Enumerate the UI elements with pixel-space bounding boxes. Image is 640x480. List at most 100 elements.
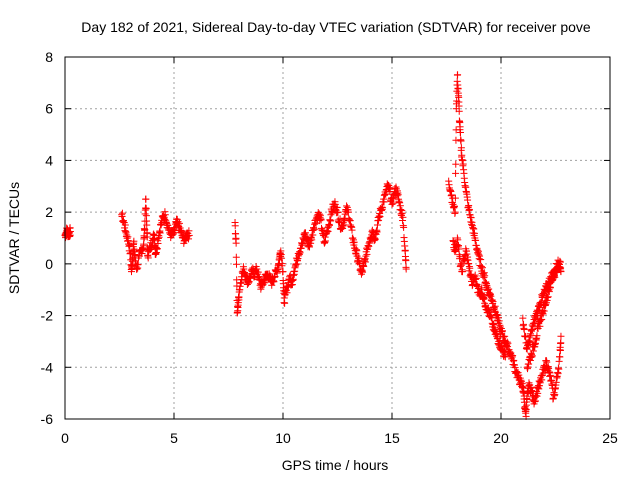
data-point bbox=[142, 195, 150, 203]
data-point bbox=[231, 222, 239, 230]
data-point bbox=[501, 332, 509, 340]
data-point bbox=[278, 254, 286, 262]
x-tick-label: 5 bbox=[170, 430, 178, 446]
data-point bbox=[528, 352, 536, 360]
data-point bbox=[491, 302, 499, 310]
data-point bbox=[389, 199, 397, 207]
data-point bbox=[542, 300, 550, 308]
x-tick-label: 25 bbox=[602, 430, 618, 446]
data-point bbox=[496, 323, 504, 331]
y-tick-label: 2 bbox=[45, 204, 53, 220]
data-point bbox=[400, 223, 408, 231]
data-point bbox=[398, 209, 406, 217]
data-point bbox=[496, 337, 504, 345]
data-point bbox=[453, 77, 461, 85]
data-point bbox=[281, 299, 289, 307]
x-tick-label: 15 bbox=[384, 430, 400, 446]
data-point bbox=[451, 194, 459, 202]
data-point bbox=[307, 239, 315, 247]
data-point bbox=[302, 229, 310, 237]
data-point bbox=[185, 235, 193, 243]
data-point bbox=[520, 326, 528, 334]
grid bbox=[65, 57, 610, 419]
data-point bbox=[538, 315, 546, 323]
data-point bbox=[557, 339, 565, 347]
y-tick-label: 6 bbox=[45, 101, 53, 117]
data-point bbox=[118, 209, 126, 217]
data-points bbox=[61, 71, 565, 420]
data-point bbox=[380, 198, 388, 206]
data-point bbox=[144, 254, 152, 262]
axis-ticks: 0 5 10 15 20 25 -6 -4 -2 0 2 4 6 8 bbox=[41, 49, 618, 446]
data-point bbox=[555, 365, 563, 373]
data-point bbox=[140, 234, 148, 242]
chart-title: Day 182 of 2021, Sidereal Day-to-day VTE… bbox=[81, 19, 591, 35]
x-axis-label: GPS time / hours bbox=[282, 457, 389, 473]
data-point bbox=[501, 353, 509, 361]
data-point bbox=[399, 213, 407, 221]
data-point bbox=[336, 215, 344, 223]
data-point bbox=[327, 217, 335, 225]
data-point bbox=[451, 247, 459, 255]
data-point bbox=[373, 228, 381, 236]
data-point bbox=[504, 339, 512, 347]
data-point bbox=[556, 347, 564, 355]
data-point bbox=[376, 213, 384, 221]
data-point bbox=[495, 317, 503, 325]
data-point bbox=[554, 262, 562, 270]
data-point bbox=[480, 292, 488, 300]
data-point bbox=[470, 225, 478, 233]
data-point bbox=[344, 208, 352, 216]
data-point bbox=[458, 268, 466, 276]
data-point bbox=[142, 205, 150, 213]
plot-frame bbox=[64, 56, 611, 420]
y-tick-label: -6 bbox=[41, 411, 54, 427]
data-point bbox=[279, 268, 287, 276]
data-point bbox=[454, 71, 462, 79]
y-tick-label: -4 bbox=[41, 359, 54, 375]
data-point bbox=[454, 236, 462, 244]
data-point bbox=[278, 260, 286, 268]
data-point bbox=[557, 332, 565, 340]
data-point bbox=[156, 229, 164, 237]
data-point bbox=[519, 314, 527, 322]
data-point bbox=[448, 191, 456, 199]
data-point bbox=[450, 202, 458, 210]
data-point bbox=[533, 332, 541, 340]
data-point bbox=[457, 261, 465, 269]
data-point bbox=[553, 269, 561, 277]
data-point bbox=[551, 273, 559, 281]
data-point bbox=[451, 208, 459, 216]
data-point bbox=[481, 272, 489, 280]
data-point bbox=[232, 253, 240, 261]
data-point bbox=[472, 274, 480, 282]
y-tick-label: 0 bbox=[45, 256, 53, 272]
data-point bbox=[491, 324, 499, 332]
data-point bbox=[185, 231, 193, 239]
data-point bbox=[143, 233, 151, 241]
data-point bbox=[457, 137, 465, 145]
data-point bbox=[386, 185, 394, 193]
data-point bbox=[455, 107, 463, 115]
data-point bbox=[143, 221, 151, 229]
data-point bbox=[464, 196, 472, 204]
data-point bbox=[478, 284, 486, 292]
data-point bbox=[396, 199, 404, 207]
data-point bbox=[130, 237, 138, 245]
data-point bbox=[544, 293, 552, 301]
y-axis-label: SDTVAR / TECUs bbox=[6, 182, 22, 294]
data-point bbox=[356, 259, 364, 267]
data-point bbox=[232, 239, 240, 247]
data-point bbox=[477, 256, 485, 264]
data-point bbox=[334, 208, 342, 216]
data-point bbox=[476, 252, 484, 260]
data-point bbox=[452, 160, 460, 168]
data-point bbox=[306, 243, 314, 251]
data-point bbox=[465, 259, 473, 267]
data-point bbox=[535, 385, 543, 393]
data-point bbox=[402, 265, 410, 273]
data-point bbox=[361, 258, 369, 266]
data-point bbox=[452, 169, 460, 177]
data-point bbox=[126, 241, 134, 249]
